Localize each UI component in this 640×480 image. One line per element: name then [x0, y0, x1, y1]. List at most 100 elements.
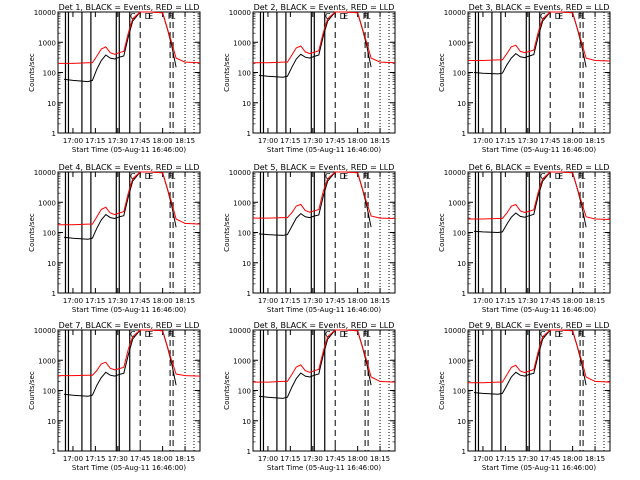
y-tick-label: 10 [242, 418, 251, 426]
y-tick-label: 1000 [448, 199, 466, 207]
marker-label: F [578, 330, 583, 339]
x-tick-label: 17:00 [63, 137, 83, 145]
x-tick-label: 17:30 [108, 137, 128, 145]
x-tick-label: 18:15 [370, 137, 390, 145]
y-axis-label: Counts/sec [223, 371, 231, 410]
x-tick-label: 17:30 [518, 455, 538, 463]
y-tick-label: 1 [52, 448, 56, 456]
x-tick-label: 17:00 [258, 455, 278, 463]
x-tick-label: 17:00 [473, 137, 493, 145]
marker-label: D [340, 172, 346, 181]
series-line-lld [58, 171, 201, 226]
y-tick-label: 1000 [38, 199, 56, 207]
x-axis-label: Start Time (05-Aug-11 16:46:00) [72, 146, 186, 154]
chart-title: Det 4, BLACK = Events, RED = LLD [59, 163, 200, 172]
x-axis-label: Start Time (05-Aug-11 16:46:00) [482, 146, 596, 154]
marker-label: E [343, 12, 348, 21]
x-tick-label: 17:45 [325, 137, 345, 145]
x-tick-label: 17:30 [303, 455, 323, 463]
series-line-lld [253, 11, 396, 64]
x-axis-label: Start Time (05-Aug-11 16:46:00) [72, 306, 186, 314]
y-tick-label: 10 [47, 418, 56, 426]
x-tick-label: 17:30 [518, 137, 538, 145]
y-tick-label: 1 [247, 290, 251, 298]
y-tick-label: 10000 [444, 169, 466, 177]
marker-label: D [340, 330, 346, 339]
chart-title: Det 1, BLACK = Events, RED = LLD [59, 3, 200, 12]
series-line-lld [58, 329, 201, 377]
chart-panel-1: Det 1, BLACK = Events, RED = LLD 1 10 100 10… [28, 3, 201, 154]
x-axis-label: Start Time (05-Aug-11 16:46:00) [482, 464, 596, 472]
chart-panel-4: Det 4, BLACK = Events, RED = LLD 1 10 100 10… [28, 163, 201, 314]
x-tick-label: 17:30 [108, 297, 128, 305]
y-tick-label: 100 [453, 70, 466, 78]
x-axis-label: Start Time (05-Aug-11 16:46:00) [267, 146, 381, 154]
x-tick-label: 17:00 [258, 297, 278, 305]
y-tick-label: 1 [462, 130, 466, 138]
x-tick-label: 18:00 [563, 455, 583, 463]
x-axis-label: Start Time (05-Aug-11 16:46:00) [72, 464, 186, 472]
x-tick-label: 17:15 [85, 137, 105, 145]
y-tick-label: 100 [238, 70, 251, 78]
y-tick-label: 100 [43, 388, 56, 396]
marker-label: C [130, 12, 136, 21]
x-tick-label: 18:15 [175, 455, 195, 463]
marker-label: C [540, 330, 546, 339]
x-tick-label: 18:15 [370, 455, 390, 463]
series-line-lld [253, 329, 396, 383]
y-tick-label: 1000 [233, 357, 251, 365]
x-tick-label: 17:45 [130, 137, 150, 145]
marker-label: F [168, 172, 173, 181]
x-tick-label: 17:45 [540, 455, 560, 463]
marker-label: L [366, 12, 371, 21]
y-tick-label: 1 [462, 448, 466, 456]
marker-label: L [581, 12, 586, 21]
x-tick-label: 18:15 [175, 297, 195, 305]
marker-label: E [343, 330, 348, 339]
y-tick-label: 10000 [444, 9, 466, 17]
marker-label: F [363, 12, 368, 21]
marker-label: L [581, 172, 586, 181]
marker-label: D [145, 330, 151, 339]
series-line-events [473, 11, 587, 75]
x-axis-label: Start Time (05-Aug-11 16:46:00) [482, 306, 596, 314]
marker-label: F [363, 172, 368, 181]
x-tick-label: 17:45 [130, 455, 150, 463]
x-tick-label: 17:45 [325, 455, 345, 463]
marker-label: E [148, 330, 153, 339]
y-tick-label: 10000 [229, 9, 251, 17]
x-tick-label: 18:15 [585, 455, 605, 463]
marker-label: C [130, 172, 136, 181]
y-axis-label: Counts/sec [438, 213, 446, 252]
y-tick-label: 10 [242, 260, 251, 268]
chart-title: Det 6, BLACK = Events, RED = LLD [469, 163, 610, 172]
series-line-events [63, 171, 177, 240]
marker-label: L [171, 330, 176, 339]
y-tick-label: 100 [238, 230, 251, 238]
chart-panel-9: Det 9, BLACK = Events, RED = LLD 1 10 100 10… [438, 321, 611, 472]
chart-panel-6: Det 6, BLACK = Events, RED = LLD 1 10 100 10… [438, 163, 611, 314]
x-tick-label: 17:30 [303, 297, 323, 305]
y-tick-label: 10 [47, 100, 56, 108]
y-tick-label: 1 [52, 290, 56, 298]
series-line-events [258, 171, 372, 236]
x-tick-label: 18:00 [348, 297, 368, 305]
x-tick-label: 18:00 [153, 137, 173, 145]
y-tick-label: 100 [43, 230, 56, 238]
chart-panel-7: Det 7, BLACK = Events, RED = LLD 1 10 100 10… [28, 321, 201, 472]
x-tick-label: 17:15 [280, 297, 300, 305]
x-tick-label: 17:15 [85, 455, 105, 463]
marker-label: C [540, 172, 546, 181]
chart-title: Det 2, BLACK = Events, RED = LLD [254, 3, 395, 12]
marker-label: C [130, 330, 136, 339]
x-tick-label: 17:00 [473, 455, 493, 463]
y-tick-label: 1 [462, 290, 466, 298]
marker-label: D [555, 172, 561, 181]
series-line-events [473, 171, 587, 234]
y-tick-label: 100 [453, 230, 466, 238]
marker-label: L [171, 172, 176, 181]
x-tick-label: 18:15 [585, 297, 605, 305]
series-line-events [63, 329, 177, 397]
x-tick-label: 17:30 [108, 455, 128, 463]
y-tick-label: 10 [457, 260, 466, 268]
